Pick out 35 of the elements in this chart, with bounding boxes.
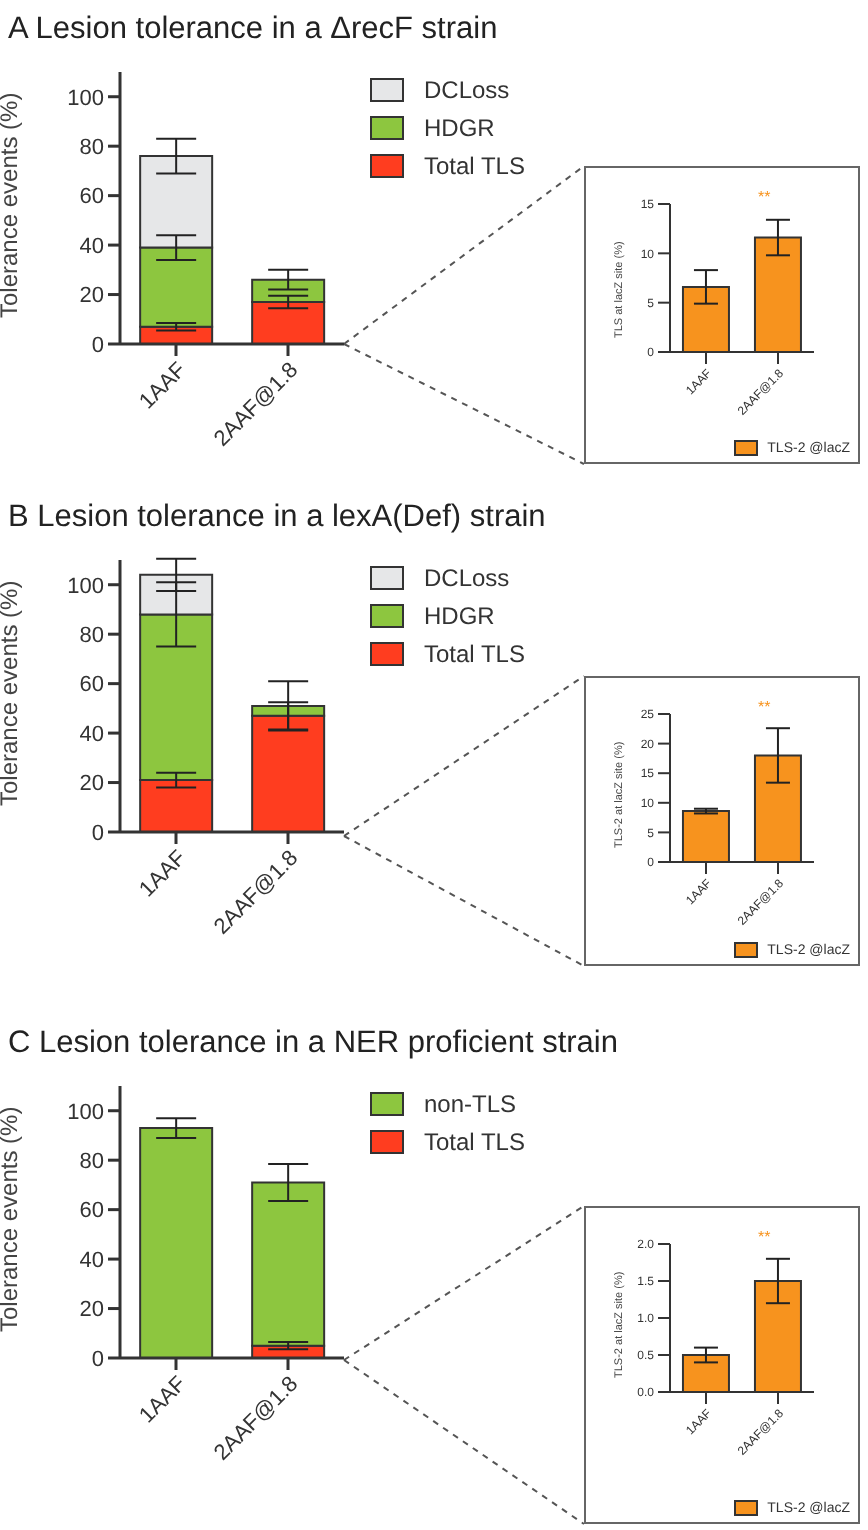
y-tick-label: 60 bbox=[79, 673, 104, 698]
legend-label: DCLoss bbox=[424, 564, 510, 592]
annotation: ** bbox=[758, 188, 771, 206]
chart-title: A Lesion tolerance in a ΔrecF strain bbox=[8, 12, 498, 48]
y-tick-label: 100 bbox=[67, 574, 104, 599]
y-tick-label: 40 bbox=[79, 722, 104, 747]
y-tick-label: 20 bbox=[79, 1298, 104, 1323]
legend-label: DCLoss bbox=[424, 76, 510, 104]
y-tick-label: 0 bbox=[91, 1347, 104, 1372]
y-tick-label: 0 bbox=[91, 821, 104, 846]
y-tick-label: 60 bbox=[79, 1199, 104, 1224]
y-tick-label: 40 bbox=[79, 234, 104, 259]
y-tick-label: 60 bbox=[79, 185, 104, 210]
annotation: ** bbox=[758, 698, 771, 716]
y-tick-label: 100 bbox=[67, 86, 104, 111]
legend-label: Total TLS bbox=[424, 1128, 525, 1156]
legend-label: non-TLS bbox=[424, 1090, 517, 1118]
legend-label: Total TLS bbox=[424, 640, 525, 668]
y-axis-title: Tolerance events (%) bbox=[0, 580, 23, 806]
legend-label: Total TLS bbox=[424, 152, 525, 180]
y-axis-title: Tolerance events (%) bbox=[0, 92, 23, 318]
legend-label: HDGR bbox=[424, 114, 495, 142]
y-tick-label: 40 bbox=[79, 1248, 104, 1273]
annotation: ** bbox=[758, 1228, 771, 1246]
chart-title: C Lesion tolerance in a NER proficient strain bbox=[8, 1026, 618, 1062]
y-tick-label: 20 bbox=[79, 284, 104, 309]
chart-title: B Lesion tolerance in a lexA(Def) strain bbox=[8, 500, 546, 536]
y-tick-label: 0 bbox=[91, 333, 104, 358]
y-tick-label: 80 bbox=[79, 623, 104, 648]
y-tick-label: 80 bbox=[79, 1149, 104, 1174]
y-tick-label: 80 bbox=[79, 135, 104, 160]
y-tick-label: 20 bbox=[79, 772, 104, 797]
y-axis-title: Tolerance events (%) bbox=[0, 1106, 23, 1332]
y-tick-label: 100 bbox=[67, 1100, 104, 1125]
legend-label: HDGR bbox=[424, 602, 495, 630]
